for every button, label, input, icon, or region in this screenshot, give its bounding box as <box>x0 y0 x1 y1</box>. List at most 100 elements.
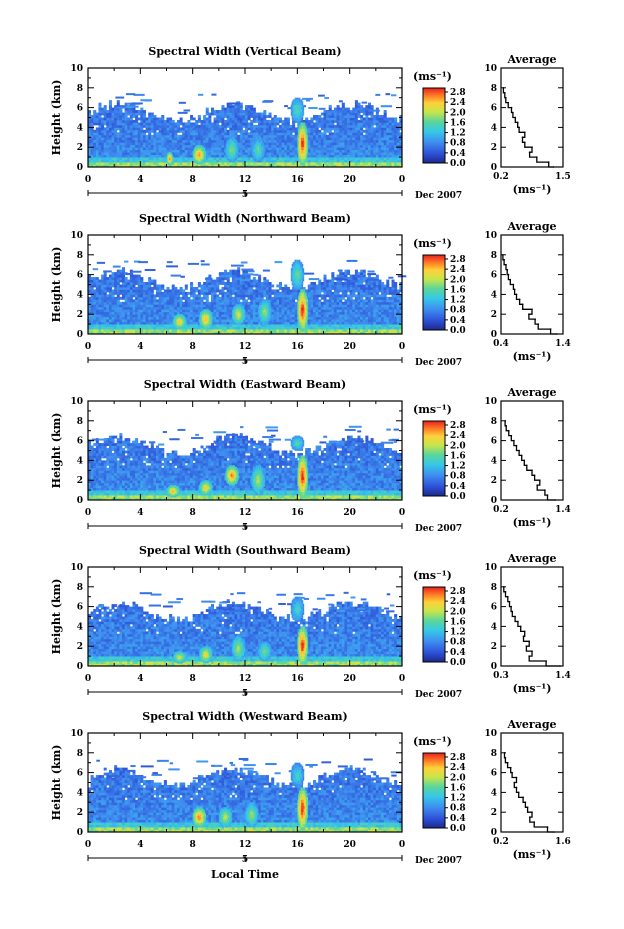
heatmap-cell <box>174 127 178 131</box>
heatmap-cell <box>326 147 330 151</box>
heatmap-cell <box>349 119 353 123</box>
heatmap-cell <box>360 132 364 136</box>
heatmap-cell <box>388 142 392 146</box>
heatmap-cell <box>300 149 302 154</box>
heatmap-cell <box>236 149 238 152</box>
heatmap-cell <box>174 149 178 153</box>
heatmap-cell <box>271 164 275 168</box>
heatmap-cell <box>213 329 217 332</box>
heatmap-cell <box>260 158 263 161</box>
heatmap-cell <box>352 112 356 116</box>
heatmap-cell <box>163 316 167 320</box>
heatmap-cell <box>166 155 168 158</box>
heatmap-cell <box>140 134 144 138</box>
heatmap-cell <box>153 299 157 303</box>
heatmap-cell <box>161 311 165 315</box>
heatmap-cell <box>116 304 120 308</box>
heatmap-cell <box>300 152 302 157</box>
heatmap-cell <box>367 152 371 156</box>
heatmap-cell <box>116 294 120 298</box>
heatmap-cell <box>168 153 170 156</box>
heatmap-cell <box>195 304 199 308</box>
heatmap-cell <box>245 162 249 165</box>
heatmap-cell <box>205 159 209 163</box>
heatmap-cell <box>108 105 112 108</box>
heatmap-cell <box>148 112 152 116</box>
heatmap-cell <box>365 152 369 156</box>
heatmap-cell <box>307 164 311 168</box>
heatmap-cell <box>253 146 255 149</box>
heatmap-cell <box>373 119 377 123</box>
heatmap-cell <box>218 149 222 153</box>
heatmap-cell <box>137 274 141 278</box>
heatmap-cell <box>140 321 144 325</box>
heatmap-cell <box>98 319 102 323</box>
heatmap-cell <box>362 152 366 156</box>
heatmap-cell <box>190 164 194 168</box>
heatmap-cell <box>388 127 392 131</box>
profile-point <box>514 116 517 119</box>
heatmap-cell <box>252 142 254 145</box>
heatmap-cell <box>347 119 351 123</box>
heatmap-cell <box>323 110 327 113</box>
heatmap-cell <box>145 291 149 295</box>
heatmap-cell <box>391 162 395 165</box>
heatmap-cell <box>339 132 343 136</box>
heatmap-cell <box>187 157 191 160</box>
heatmap-cell <box>302 104 305 107</box>
heatmap-cell <box>301 149 303 154</box>
colorbar-tick-label: 0.0 <box>450 159 466 169</box>
heatmap-cell <box>296 97 298 100</box>
heatmap-cell <box>101 304 105 308</box>
heatmap-cell <box>386 144 390 148</box>
heatmap-cell <box>129 301 133 305</box>
heatmap-cell <box>302 143 304 148</box>
heatmap-cell <box>341 105 345 108</box>
heatmap-cell <box>365 159 369 163</box>
heatmap-cell <box>124 112 128 116</box>
heatmap-cell <box>257 146 259 149</box>
heatmap-cell <box>304 152 306 157</box>
heatmap-cell <box>394 119 398 123</box>
heatmap-cell <box>310 162 314 165</box>
heatmap-cell <box>242 117 246 121</box>
heatmap-cell <box>127 137 131 141</box>
heatmap-cell <box>140 284 144 288</box>
heatmap-cell <box>306 146 308 151</box>
heatmap-cell <box>259 149 262 152</box>
heatmap-cell <box>197 304 201 308</box>
heatmap-cell <box>259 137 261 140</box>
heatmap-cell <box>229 326 233 330</box>
heatmap-cell <box>235 147 237 150</box>
heatmap-cell <box>357 162 361 165</box>
heatmap-cell <box>171 139 175 143</box>
heatmap-cell <box>302 122 304 126</box>
heatmap-cell <box>190 127 194 131</box>
heatmap-cell <box>119 124 123 128</box>
heatmap-cell <box>341 157 345 160</box>
heatmap-cell <box>360 105 364 108</box>
heatmap-cell <box>378 162 382 165</box>
heatmap-cell <box>179 299 183 303</box>
heatmap-cell <box>221 134 225 138</box>
heatmap-cell <box>262 151 264 154</box>
heatmap-cell <box>231 299 235 303</box>
heatmap-cell <box>95 159 99 163</box>
heatmap-cell <box>326 157 330 160</box>
heatmap-cell <box>166 153 168 156</box>
heatmap-cell <box>198 145 200 147</box>
heatmap-cell <box>347 164 351 168</box>
heatmap-cell <box>260 149 263 152</box>
heatmap-cell <box>268 149 272 153</box>
heatmap-cell <box>247 152 251 156</box>
heatmap-cell <box>297 122 301 126</box>
heatmap-cell <box>216 319 220 323</box>
heatmap-cell <box>171 149 175 153</box>
heatmap-cell <box>352 134 356 138</box>
heatmap-cell <box>299 119 303 123</box>
heatmap-cell <box>360 162 364 165</box>
heatmap-cell <box>394 157 398 160</box>
heatmap-cell <box>153 159 157 163</box>
heatmap-cell <box>357 132 361 136</box>
heatmap-cell <box>234 154 236 158</box>
